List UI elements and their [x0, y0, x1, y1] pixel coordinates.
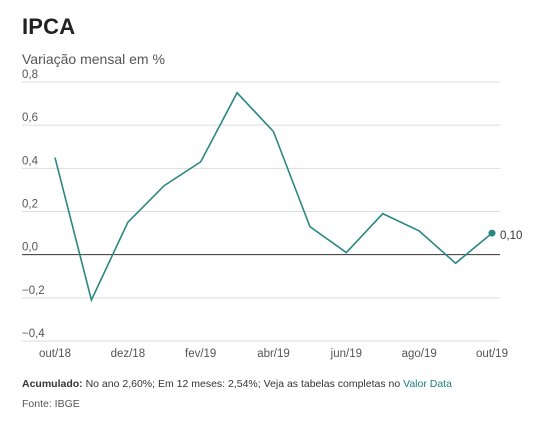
y-tick-label: 0,4 — [22, 155, 39, 167]
grid-lines — [22, 81, 500, 342]
valor-data-link[interactable]: Valor Data — [403, 378, 452, 390]
last-point-marker — [488, 229, 496, 237]
x-tick-label: dez/18 — [111, 348, 146, 360]
last-value-label: 0,10 — [500, 230, 522, 242]
y-tick-label: −0,2 — [22, 285, 45, 297]
x-tick-label: ago/19 — [402, 348, 437, 360]
chart-subtitle: Variação mensal em % — [22, 51, 165, 67]
footnote: Acumulado: No ano 2,60%; Em 12 meses: 2,… — [22, 378, 452, 390]
y-tick-label: 0,2 — [22, 199, 38, 211]
y-tick-label: 0,6 — [22, 112, 38, 124]
ipca-line-chart: −0,4 −0,2 0,0 0,2 0,4 0,6 0,8 out/18 dez/18 fev/… — [22, 69, 522, 360]
source-note: Fonte: IBGE — [22, 398, 80, 410]
x-tick-label: abr/19 — [257, 348, 290, 360]
y-tick-label: 0,0 — [22, 242, 38, 254]
footnote-text: No ano 2,60%; Em 12 meses: 2,54%; Veja a… — [82, 378, 404, 390]
x-tick-label: out/19 — [476, 348, 508, 360]
y-tick-label: 0,8 — [22, 69, 38, 81]
x-tick-label: out/18 — [39, 348, 71, 360]
ipca-series-line — [54, 91, 493, 303]
footnote-label: Acumulado: — [22, 378, 83, 390]
chart-title: IPCA — [22, 14, 76, 39]
y-axis-tick-labels: −0,4 −0,2 0,0 0,2 0,4 0,6 0,8 — [22, 69, 45, 340]
x-tick-label: fev/19 — [185, 348, 216, 360]
x-axis-tick-labels: out/18 dez/18 fev/19 abr/19 jun/19 ago/19 out/… — [39, 348, 508, 360]
y-tick-label: −0,4 — [22, 328, 45, 340]
x-tick-label: jun/19 — [330, 348, 362, 360]
series-layer: 0,10 — [54, 91, 522, 303]
